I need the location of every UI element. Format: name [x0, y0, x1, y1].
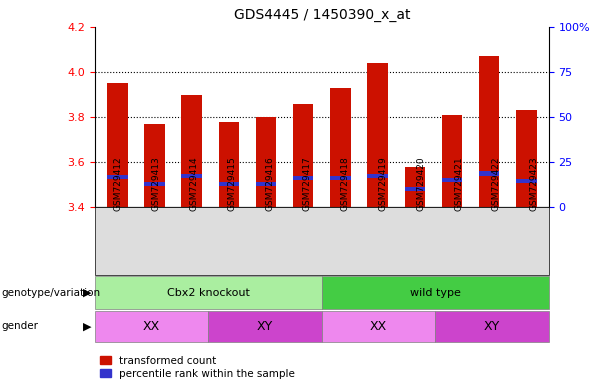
Text: GSM729416: GSM729416: [265, 156, 274, 211]
Bar: [144, 124, 165, 207]
Text: genotype/variation: genotype/variation: [1, 288, 101, 298]
Text: GSM729412: GSM729412: [114, 156, 123, 211]
Text: gender: gender: [1, 321, 38, 331]
Text: XX: XX: [143, 320, 161, 333]
Text: XX: XX: [370, 320, 387, 333]
Text: Cbx2 knockout: Cbx2 knockout: [167, 288, 250, 298]
Bar: [219, 182, 239, 186]
Text: GSM729423: GSM729423: [530, 156, 539, 211]
Bar: [442, 115, 462, 207]
Bar: [107, 175, 128, 179]
Text: GSM729417: GSM729417: [303, 156, 312, 211]
Text: GSM729415: GSM729415: [227, 156, 237, 211]
Bar: [367, 63, 388, 207]
Bar: [107, 83, 128, 207]
Bar: [256, 117, 276, 207]
Text: XY: XY: [484, 320, 500, 333]
Bar: [405, 187, 425, 191]
Title: GDS4445 / 1450390_x_at: GDS4445 / 1450390_x_at: [234, 8, 410, 22]
Text: wild type: wild type: [410, 288, 460, 298]
Bar: [442, 178, 462, 182]
Bar: [219, 122, 239, 207]
Text: ▶: ▶: [83, 321, 92, 331]
Text: GSM729418: GSM729418: [341, 156, 350, 211]
Bar: [330, 176, 351, 180]
Text: GSM729421: GSM729421: [454, 156, 463, 211]
Bar: [144, 182, 165, 186]
Text: ▶: ▶: [83, 288, 92, 298]
Bar: [479, 172, 500, 175]
Bar: [256, 182, 276, 186]
Text: GSM729420: GSM729420: [416, 156, 425, 211]
Bar: [330, 88, 351, 207]
Text: GSM729419: GSM729419: [379, 156, 387, 211]
Bar: [516, 110, 536, 207]
Text: GSM729414: GSM729414: [189, 156, 199, 211]
Bar: [516, 179, 536, 184]
Bar: [293, 104, 313, 207]
Bar: [181, 94, 202, 207]
Bar: [293, 176, 313, 180]
Bar: [405, 167, 425, 207]
Text: GSM729413: GSM729413: [152, 156, 161, 211]
Legend: transformed count, percentile rank within the sample: transformed count, percentile rank withi…: [100, 356, 295, 379]
Text: XY: XY: [257, 320, 273, 333]
Bar: [367, 174, 388, 178]
Bar: [479, 56, 500, 207]
Text: GSM729422: GSM729422: [492, 156, 501, 211]
Bar: [181, 174, 202, 178]
